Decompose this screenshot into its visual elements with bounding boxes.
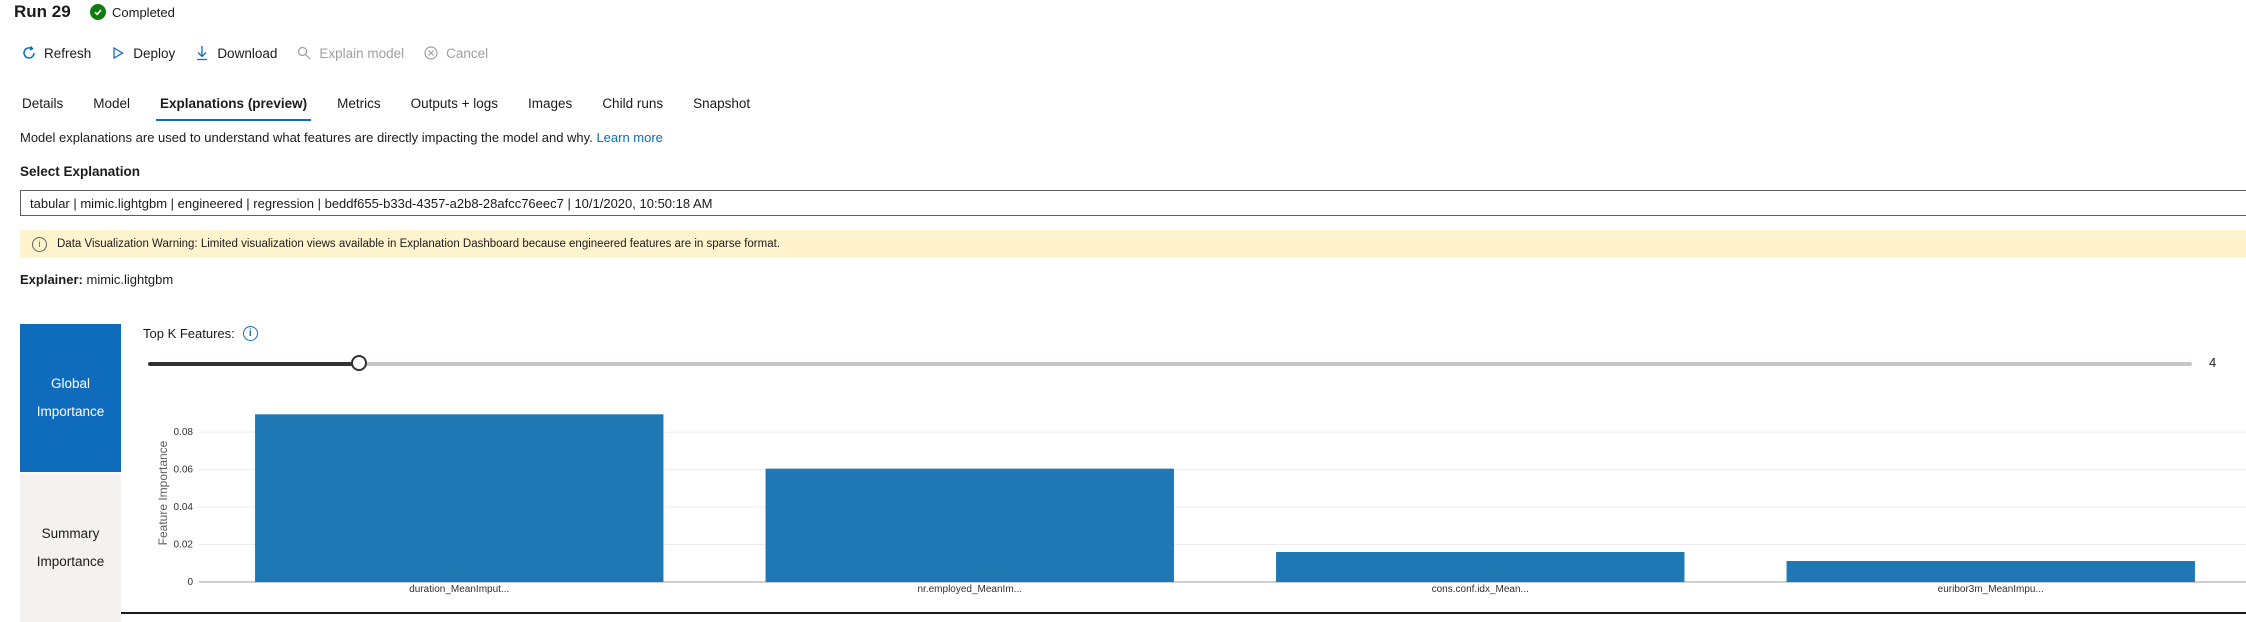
summary-line-1: Summary: [41, 526, 100, 541]
cancel-button[interactable]: Cancel: [422, 44, 488, 62]
tab-images[interactable]: Images: [528, 96, 573, 111]
tab-explanations[interactable]: Explanations (preview): [156, 96, 312, 121]
description: Model explanations are used to understan…: [20, 130, 663, 145]
x-tick-label: nr.employed_MeanIm...: [918, 584, 1023, 595]
run-title: Run 29: [14, 2, 71, 21]
info-icon: i: [32, 236, 47, 252]
download-button[interactable]: Download: [193, 44, 277, 62]
bar: [1276, 552, 1685, 582]
cancel-circle-icon: [422, 44, 440, 62]
refresh-label: Refresh: [44, 45, 92, 61]
cancel-label: Cancel: [446, 45, 489, 61]
bar: [1786, 561, 2195, 582]
x-tick-label: euribor3m_MeanImpu...: [1938, 584, 2044, 595]
warning-text: Data Visualization Warning: Limited visu…: [57, 238, 780, 250]
description-text: Model explanations are used to understan…: [20, 130, 593, 145]
summary-line-2: Importance: [36, 554, 105, 569]
topk-value: 4: [2209, 355, 2217, 370]
tab-details[interactable]: Details: [22, 96, 64, 111]
explainer-label: Explainer:: [20, 272, 83, 287]
tab-outputs-logs[interactable]: Outputs + logs: [410, 96, 499, 111]
topk-label: Top K Features: i: [143, 326, 258, 341]
y-tick-label: 0.04: [174, 502, 194, 513]
tab-model[interactable]: Model: [93, 96, 131, 111]
global-importance-tab[interactable]: Global Importance: [20, 324, 121, 472]
explainer-info: Explainer: mimic.lightgbm: [20, 272, 173, 287]
learn-more-link[interactable]: Learn more: [596, 130, 663, 145]
search-sparkle-icon: [295, 44, 313, 62]
x-tick-label: cons.conf.idx_Mean...: [1432, 584, 1529, 595]
tab-metrics[interactable]: Metrics: [337, 96, 381, 111]
summary-importance-tab[interactable]: Summary Importance: [20, 474, 121, 622]
play-icon: [109, 44, 127, 62]
y-tick-label: 0: [187, 577, 193, 588]
tab-child-runs[interactable]: Child runs: [602, 96, 664, 111]
topk-label-text: Top K Features:: [143, 326, 235, 341]
feature-importance-chart: 0 0.02 0.04 0.06 0.08 Feature Importance durat…: [156, 414, 2246, 595]
y-tick-label: 0.08: [174, 427, 194, 438]
topk-slider-fill: [148, 362, 359, 366]
status-badge: Completed: [90, 4, 175, 20]
bar: [255, 414, 664, 582]
y-tick-label: 0.06: [174, 465, 194, 476]
x-tick-label: duration_MeanImput...: [409, 584, 509, 595]
refresh-button[interactable]: Refresh: [20, 44, 91, 62]
global-line-2: Importance: [36, 404, 105, 419]
download-icon: [193, 44, 211, 62]
topk-slider-track[interactable]: [148, 362, 2192, 366]
global-line-1: Global: [50, 376, 90, 391]
bar: [765, 468, 1174, 582]
explain-model-button[interactable]: Explain model: [295, 44, 404, 62]
explain-model-label: Explain model: [319, 45, 405, 61]
deploy-label: Deploy: [133, 45, 176, 61]
toolbar: Refresh Deploy Download Explain model Ca…: [20, 44, 506, 62]
explanation-dropdown[interactable]: tabular | mimic.lightgbm | engineered | …: [20, 190, 2246, 216]
warning-banner: i Data Visualization Warning: Limited vi…: [20, 230, 2246, 258]
select-explanation-label: Select Explanation: [20, 164, 141, 179]
status-text: Completed: [112, 4, 175, 20]
info-icon[interactable]: i: [242, 326, 258, 341]
topk-slider-thumb[interactable]: [350, 355, 367, 371]
deploy-button[interactable]: Deploy: [109, 44, 175, 62]
divider: [121, 612, 2246, 614]
tab-bar: Details Model Explanations (preview) Met…: [22, 96, 780, 121]
refresh-icon: [20, 44, 38, 62]
tab-snapshot[interactable]: Snapshot: [693, 96, 751, 111]
download-label: Download: [217, 45, 278, 61]
explainer-value: mimic.lightgbm: [86, 272, 174, 287]
check-circle-icon: [90, 4, 106, 20]
y-tick-label: 0.02: [174, 540, 194, 551]
y-axis-label: Feature Importance: [156, 440, 170, 545]
